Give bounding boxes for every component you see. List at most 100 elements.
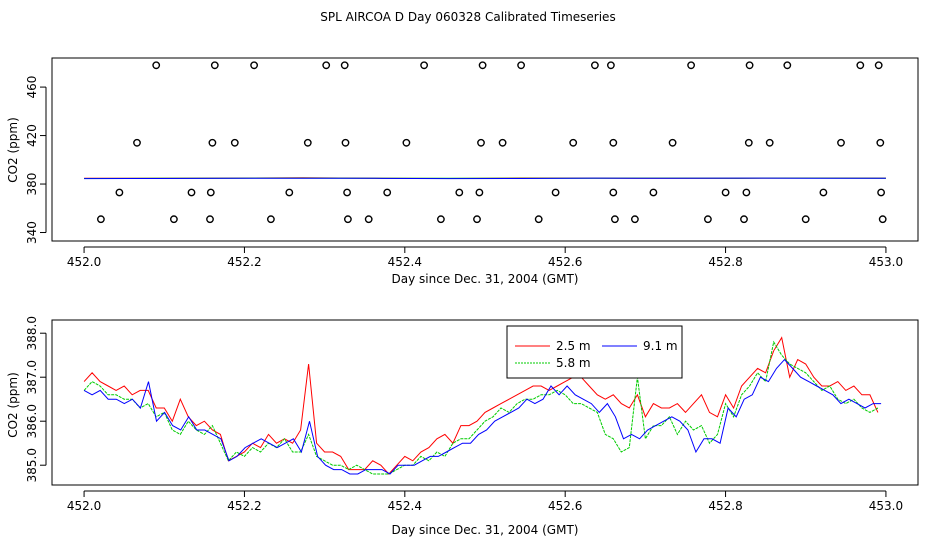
bottom-y-tick-label: 387.0 bbox=[25, 360, 39, 394]
data-point bbox=[475, 188, 484, 197]
data-point bbox=[569, 138, 578, 147]
data-point bbox=[473, 215, 481, 224]
data-point bbox=[837, 138, 845, 147]
top-x-tick-label: 452.0 bbox=[67, 255, 101, 269]
bottom-x-tick-label: 452.6 bbox=[548, 499, 582, 513]
data-point bbox=[607, 61, 615, 70]
data-point bbox=[876, 138, 885, 147]
data-point bbox=[611, 215, 619, 224]
data-point bbox=[874, 61, 883, 70]
data-point bbox=[744, 138, 753, 147]
data-point bbox=[668, 138, 677, 147]
top-x-tick-label: 452.8 bbox=[708, 255, 742, 269]
data-point bbox=[230, 138, 239, 147]
data-point bbox=[210, 61, 219, 70]
top-x-axis: 452.0 452.2 452.4 452.6 452.8 453.0 bbox=[67, 246, 903, 269]
data-point bbox=[745, 61, 754, 70]
data-point bbox=[591, 61, 599, 70]
data-point bbox=[878, 215, 887, 224]
top-y-axis-label: CO2 (ppm) bbox=[6, 117, 20, 183]
data-point bbox=[97, 215, 105, 224]
bottom-plot-frame bbox=[51, 319, 919, 486]
data-point bbox=[303, 138, 312, 147]
top-x-axis-label: Day since Dec. 31, 2004 (GMT) bbox=[392, 272, 579, 286]
series-line-2.5m bbox=[83, 336, 879, 475]
data-point bbox=[477, 138, 485, 147]
data-point bbox=[152, 61, 161, 70]
top-x-tick-label: 452.2 bbox=[227, 255, 261, 269]
data-point bbox=[877, 188, 885, 197]
data-point bbox=[343, 188, 351, 197]
top-y-tick-label: 380 bbox=[25, 173, 39, 196]
legend-box bbox=[506, 325, 683, 379]
data-point bbox=[742, 188, 751, 197]
data-point bbox=[266, 215, 275, 224]
data-point bbox=[133, 138, 141, 147]
bottom-x-axis-label: Day since Dec. 31, 2004 (GMT) bbox=[392, 523, 579, 537]
data-point bbox=[285, 188, 294, 197]
bottom-x-tick-label: 452.4 bbox=[388, 499, 422, 513]
series-line-9.1m bbox=[83, 358, 882, 475]
data-point bbox=[765, 138, 774, 147]
data-point bbox=[609, 188, 618, 197]
bottom-x-tick-label: 452.2 bbox=[227, 499, 261, 513]
data-point bbox=[551, 188, 560, 197]
data-point bbox=[364, 215, 373, 224]
top-plot-frame bbox=[51, 57, 919, 242]
top-y-tick-label: 460 bbox=[25, 76, 39, 99]
data-point bbox=[341, 138, 350, 147]
legend: 2.5 m 5.8 m 9.1 m bbox=[506, 325, 683, 379]
data-point bbox=[783, 61, 792, 70]
data-point bbox=[420, 61, 428, 70]
data-point bbox=[704, 215, 712, 224]
bottom-series-lines bbox=[83, 336, 882, 475]
top-x-tick-label: 452.4 bbox=[388, 255, 422, 269]
legend-label-9.1m: 9.1 m bbox=[643, 339, 678, 353]
top-y-tick-label: 340 bbox=[25, 221, 39, 244]
top-series-line-2 bbox=[84, 177, 886, 180]
top-x-tick-label: 453.0 bbox=[869, 255, 903, 269]
data-point bbox=[631, 215, 639, 224]
data-point bbox=[187, 188, 196, 197]
top-y-axis: 340 380 420 460 bbox=[25, 76, 47, 244]
top-panel: 452.0 452.2 452.4 452.6 452.8 453.0 340 380 420… bbox=[6, 57, 919, 286]
data-point bbox=[534, 215, 543, 224]
top-scatter-points bbox=[97, 61, 887, 224]
data-point bbox=[115, 188, 124, 197]
data-point bbox=[383, 188, 392, 197]
data-point bbox=[819, 188, 828, 197]
bottom-panel: 452.0 452.2 452.4 452.6 452.8 453.0 385.0 386.… bbox=[6, 316, 919, 537]
data-point bbox=[343, 215, 352, 224]
bottom-y-tick-label: 388.0 bbox=[25, 316, 39, 350]
legend-label-2.5m: 2.5 m bbox=[556, 339, 591, 353]
series-line-5.8m bbox=[83, 340, 879, 475]
data-point bbox=[801, 215, 810, 224]
bottom-x-tick-label: 453.0 bbox=[869, 499, 903, 513]
data-point bbox=[687, 61, 695, 70]
data-point bbox=[206, 215, 214, 224]
bottom-y-tick-label: 386.0 bbox=[25, 404, 39, 438]
top-series-lines bbox=[84, 177, 886, 180]
data-point bbox=[206, 188, 215, 197]
data-point bbox=[649, 188, 658, 197]
data-point bbox=[169, 215, 178, 224]
data-point bbox=[721, 188, 730, 197]
data-point bbox=[436, 215, 445, 224]
bottom-x-tick-label: 452.8 bbox=[708, 499, 742, 513]
data-point bbox=[455, 188, 464, 197]
data-point bbox=[250, 61, 259, 70]
data-point bbox=[478, 61, 487, 70]
data-point bbox=[402, 138, 411, 147]
top-x-tick-label: 452.6 bbox=[548, 255, 582, 269]
data-point bbox=[498, 138, 507, 147]
data-point bbox=[208, 138, 217, 147]
bottom-y-tick-label: 385.0 bbox=[25, 448, 39, 482]
data-point bbox=[322, 61, 331, 70]
data-point bbox=[340, 61, 349, 70]
data-point bbox=[856, 61, 865, 70]
top-y-tick-label: 420 bbox=[25, 124, 39, 147]
legend-label-5.8m: 5.8 m bbox=[556, 356, 591, 370]
data-point bbox=[517, 61, 525, 70]
bottom-x-tick-label: 452.0 bbox=[67, 499, 101, 513]
